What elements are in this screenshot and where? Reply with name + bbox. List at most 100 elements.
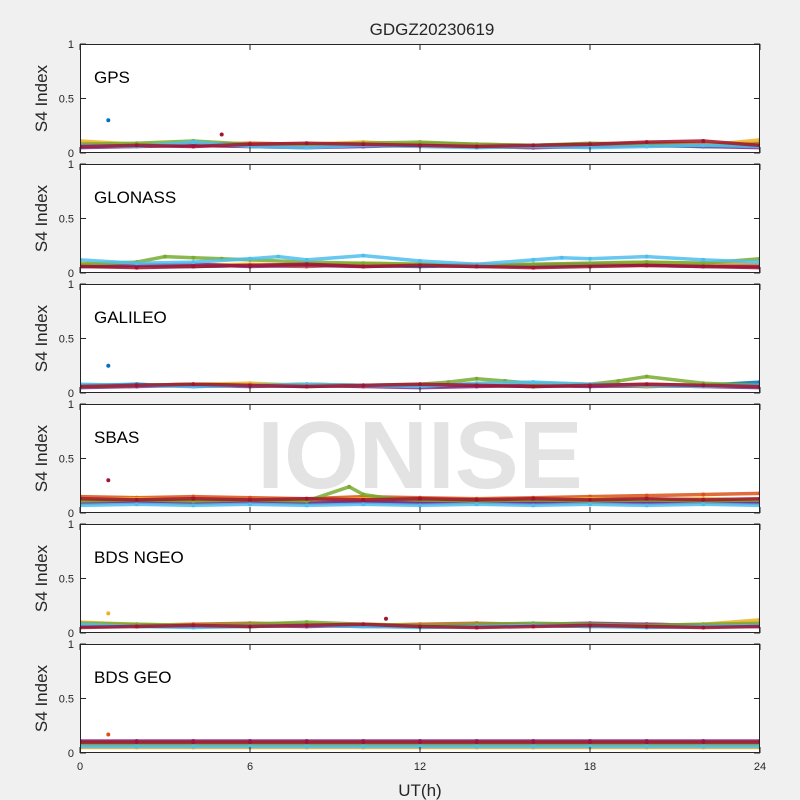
x-axis-label: UT(h) bbox=[398, 781, 441, 800]
data-point bbox=[134, 624, 139, 629]
data-point bbox=[418, 744, 422, 749]
data-point bbox=[474, 740, 479, 745]
data-point bbox=[361, 264, 366, 269]
data-point bbox=[248, 740, 252, 745]
y-axis-label: S4 Index bbox=[32, 424, 51, 492]
series-6 bbox=[80, 502, 760, 508]
data-point bbox=[248, 624, 252, 629]
data-point bbox=[418, 259, 422, 263]
data-point bbox=[644, 374, 649, 379]
data-point bbox=[644, 493, 649, 498]
data-point bbox=[474, 744, 479, 749]
panel-label: GLONASS bbox=[94, 188, 176, 207]
x-tick-label: 0 bbox=[77, 761, 83, 773]
plot-area bbox=[80, 611, 760, 630]
data-point bbox=[701, 261, 706, 266]
data-point bbox=[248, 497, 252, 502]
figure-title: GDGZ20230619 bbox=[370, 20, 495, 39]
data-point bbox=[163, 254, 167, 259]
panel-label: GPS bbox=[94, 68, 130, 87]
data-point bbox=[559, 255, 564, 260]
axes-background bbox=[80, 524, 760, 633]
data-point bbox=[418, 382, 422, 387]
data-point bbox=[134, 740, 139, 745]
data-point bbox=[474, 264, 479, 269]
data-point bbox=[418, 624, 422, 629]
data-point bbox=[361, 253, 366, 258]
outlier-point bbox=[219, 132, 224, 137]
data-point bbox=[588, 744, 592, 749]
x-tick-label: 24 bbox=[754, 761, 766, 773]
y-tick-label: 0.5 bbox=[59, 94, 74, 106]
series-6 bbox=[80, 744, 760, 749]
y-tick-label: 0.5 bbox=[59, 334, 74, 346]
y-tick-label: 0 bbox=[68, 748, 74, 760]
data-point bbox=[304, 744, 309, 749]
data-point bbox=[701, 139, 706, 143]
data-point bbox=[248, 383, 252, 388]
data-point bbox=[418, 143, 422, 148]
data-point bbox=[304, 496, 309, 501]
panel-label: SBAS bbox=[94, 428, 139, 447]
data-point bbox=[588, 264, 592, 269]
data-point bbox=[531, 262, 536, 267]
y-tick-label: 1 bbox=[68, 39, 74, 51]
y-tick-label: 0 bbox=[68, 148, 74, 160]
data-point bbox=[644, 254, 649, 259]
data-point bbox=[134, 502, 139, 507]
y-tick-label: 1 bbox=[68, 279, 74, 291]
panel-label: BDS NGEO bbox=[94, 548, 184, 567]
y-tick-label: 0 bbox=[68, 268, 74, 280]
data-point bbox=[418, 140, 422, 145]
y-tick-label: 1 bbox=[68, 519, 74, 531]
plot-area bbox=[80, 118, 760, 150]
data-point bbox=[531, 496, 536, 501]
data-point bbox=[701, 625, 706, 630]
data-point bbox=[304, 623, 309, 628]
data-point bbox=[361, 497, 366, 502]
data-point bbox=[701, 497, 706, 502]
data-point bbox=[191, 255, 196, 260]
data-point bbox=[418, 263, 422, 268]
panels: 0 0.5 1 GPS S4 Index 0 0.5 1 GLONASS S4 Index 0 0.5… bbox=[32, 39, 766, 773]
data-point bbox=[531, 380, 536, 385]
data-point bbox=[474, 144, 479, 149]
data-point bbox=[191, 740, 196, 745]
data-point bbox=[304, 740, 309, 745]
panel-galileo: 0 0.5 1 GALILEO S4 Index bbox=[32, 279, 761, 400]
data-point bbox=[361, 261, 366, 266]
data-point bbox=[701, 502, 706, 507]
data-point bbox=[588, 383, 592, 388]
outlier-point bbox=[106, 732, 111, 737]
data-point bbox=[304, 620, 309, 625]
data-point bbox=[191, 623, 196, 628]
y-axis-label: S4 Index bbox=[32, 64, 51, 132]
y-tick-label: 0.5 bbox=[59, 214, 74, 226]
data-point bbox=[474, 625, 479, 630]
data-point bbox=[361, 740, 366, 745]
data-point bbox=[531, 503, 536, 508]
data-point bbox=[616, 379, 621, 383]
y-axis-label: S4 Index bbox=[32, 544, 51, 612]
data-point bbox=[701, 744, 706, 749]
data-point bbox=[701, 257, 706, 262]
data-point bbox=[248, 256, 252, 261]
outlier-point bbox=[106, 363, 111, 368]
data-point bbox=[134, 261, 139, 266]
data-point bbox=[588, 142, 592, 147]
panel-glonass: 0 0.5 1 GLONASS S4 Index bbox=[32, 159, 761, 280]
y-tick-label: 0 bbox=[68, 388, 74, 400]
data-point bbox=[276, 254, 281, 259]
data-point bbox=[644, 503, 649, 508]
data-point bbox=[531, 384, 536, 389]
data-point bbox=[191, 264, 196, 269]
panel-bds-ngeo: 0 0.5 1 BDS NGEO S4 Index bbox=[32, 519, 761, 640]
data-point bbox=[191, 744, 196, 749]
data-point bbox=[361, 492, 366, 497]
data-point bbox=[304, 384, 309, 389]
data-point bbox=[588, 256, 592, 261]
y-tick-label: 0.5 bbox=[59, 574, 74, 586]
series-7 bbox=[80, 262, 760, 270]
watermark: IONISE bbox=[257, 402, 582, 509]
data-point bbox=[418, 503, 422, 508]
